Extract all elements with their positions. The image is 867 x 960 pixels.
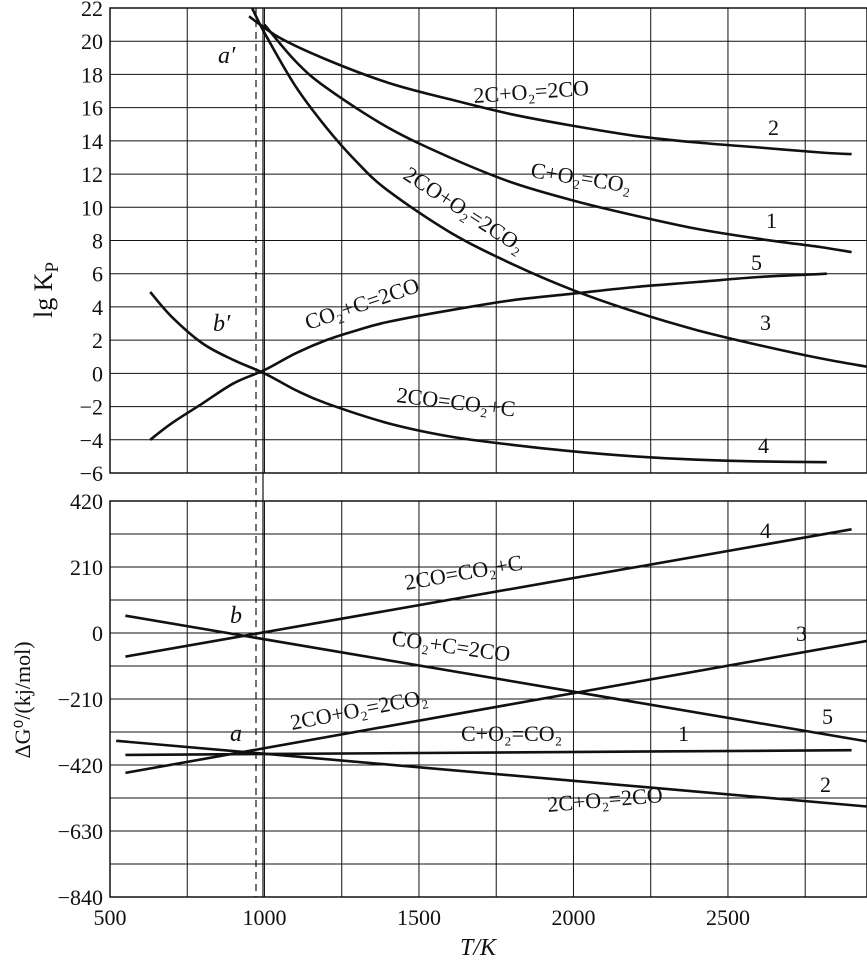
x-tick-label: 2000 [551,905,595,930]
annotation-b: b [230,603,242,629]
bottom-labels: 2CO=CO₂+C CO₂+C=2CO 2CO+O₂=2CO₂ C+O₂=CO₂… [288,518,833,817]
x-ticks: 500 1000 1500 2000 2500 [94,905,750,930]
bottom-y-tick-label: −210 [58,687,103,712]
deltag-panel: 420 210 0 −210 −420 −630 −840 500 1000 1500 2000 2… [10,489,867,960]
top-y-tick-label: 18 [81,62,103,87]
top-y-axis-label: lg KP [29,262,63,318]
top-y-tick-label: 8 [92,229,103,254]
bottom-grid [109,500,867,898]
annotation-b-prime: b′ [213,311,231,337]
bottom-y-axis-label: ΔG⁰/(kj/mol) [10,641,35,758]
top-number-5: 5 [751,250,762,275]
top-y-tick-label: 14 [81,129,103,154]
top-y-tick-label: 6 [92,262,103,287]
top-y-tick-label: −6 [80,461,103,486]
top-curves [149,7,867,464]
bottom-number-4: 4 [760,518,771,543]
top-number-3: 3 [760,310,771,335]
bottom-y-tick-label: −420 [58,753,103,778]
top-label-2co-eq: 2CO=CO₂+C [395,382,516,421]
top-curve-1 [263,23,852,254]
top-y-tick-label: 20 [81,29,103,54]
bottom-y-tick-label: 420 [70,489,103,514]
bottom-y-tick-label: −630 [58,819,103,844]
top-y-tick-label: 0 [92,361,103,386]
top-y-tick-label: 2 [92,328,103,353]
bottom-y-ticks: 420 210 0 −210 −420 −630 −840 [58,489,103,910]
top-curve-2 [248,15,852,156]
x-tick-label: 1000 [242,905,286,930]
bottom-line-3 [125,639,867,775]
bottom-number-1: 1 [678,721,689,746]
top-y-tick-label: −4 [80,428,103,453]
annotation-a: a [230,721,242,747]
top-number-4: 4 [758,433,769,458]
top-curve-4 [149,291,827,464]
top-y-tick-label: 4 [92,295,103,320]
bottom-line-5 [125,614,867,743]
top-y-tick-label: 12 [81,162,103,187]
top-y-tick-label: 10 [81,195,103,220]
top-number-2: 2 [768,115,779,140]
top-curve-3 [250,7,867,368]
bottom-y-tick-label: −840 [58,885,103,910]
bottom-label-2co-eq: 2CO=CO₂+C [403,550,525,595]
top-y-tick-label: 16 [81,96,103,121]
x-tick-label: 2500 [706,905,750,930]
bottom-y-tick-label: 210 [70,555,103,580]
bottom-line-4 [125,528,852,658]
top-label-2c-o2: 2C+O₂=2CO [473,75,590,108]
bottom-y-tick-label: 0 [92,621,103,646]
top-number-1: 1 [766,208,777,233]
x-axis-label: T/K [460,935,498,960]
top-label-co2-c: CO₂+C=2CO [301,272,422,334]
annotation-a-prime: a′ [218,43,236,69]
bottom-label-2co-o2: 2CO+O₂=2CO₂ [288,684,429,735]
bottom-number-5: 5 [822,704,833,729]
top-y-tick-label: 22 [81,0,103,21]
bottom-line-1 [125,748,852,757]
bottom-label-c-o2: C+O₂=CO₂ [461,721,562,746]
top-labels: 2C+O₂=2CO C+O₂=CO₂ 2CO+O₂=2CO₂ CO₂+C=2CO… [301,75,779,458]
bottom-number-2: 2 [820,772,831,797]
top-y-tick-label: −2 [80,395,103,420]
x-tick-label: 1500 [397,905,441,930]
bottom-label-co2-c: CO₂+C=2CO [390,625,512,666]
bottom-label-2c-o2: 2C+O₂=2CO [546,782,663,817]
bottom-lines [116,528,867,808]
bottom-number-3: 3 [796,621,807,646]
x-tick-label: 500 [94,905,127,930]
bottom-line-2 [116,739,867,808]
top-curve-5 [149,272,827,441]
